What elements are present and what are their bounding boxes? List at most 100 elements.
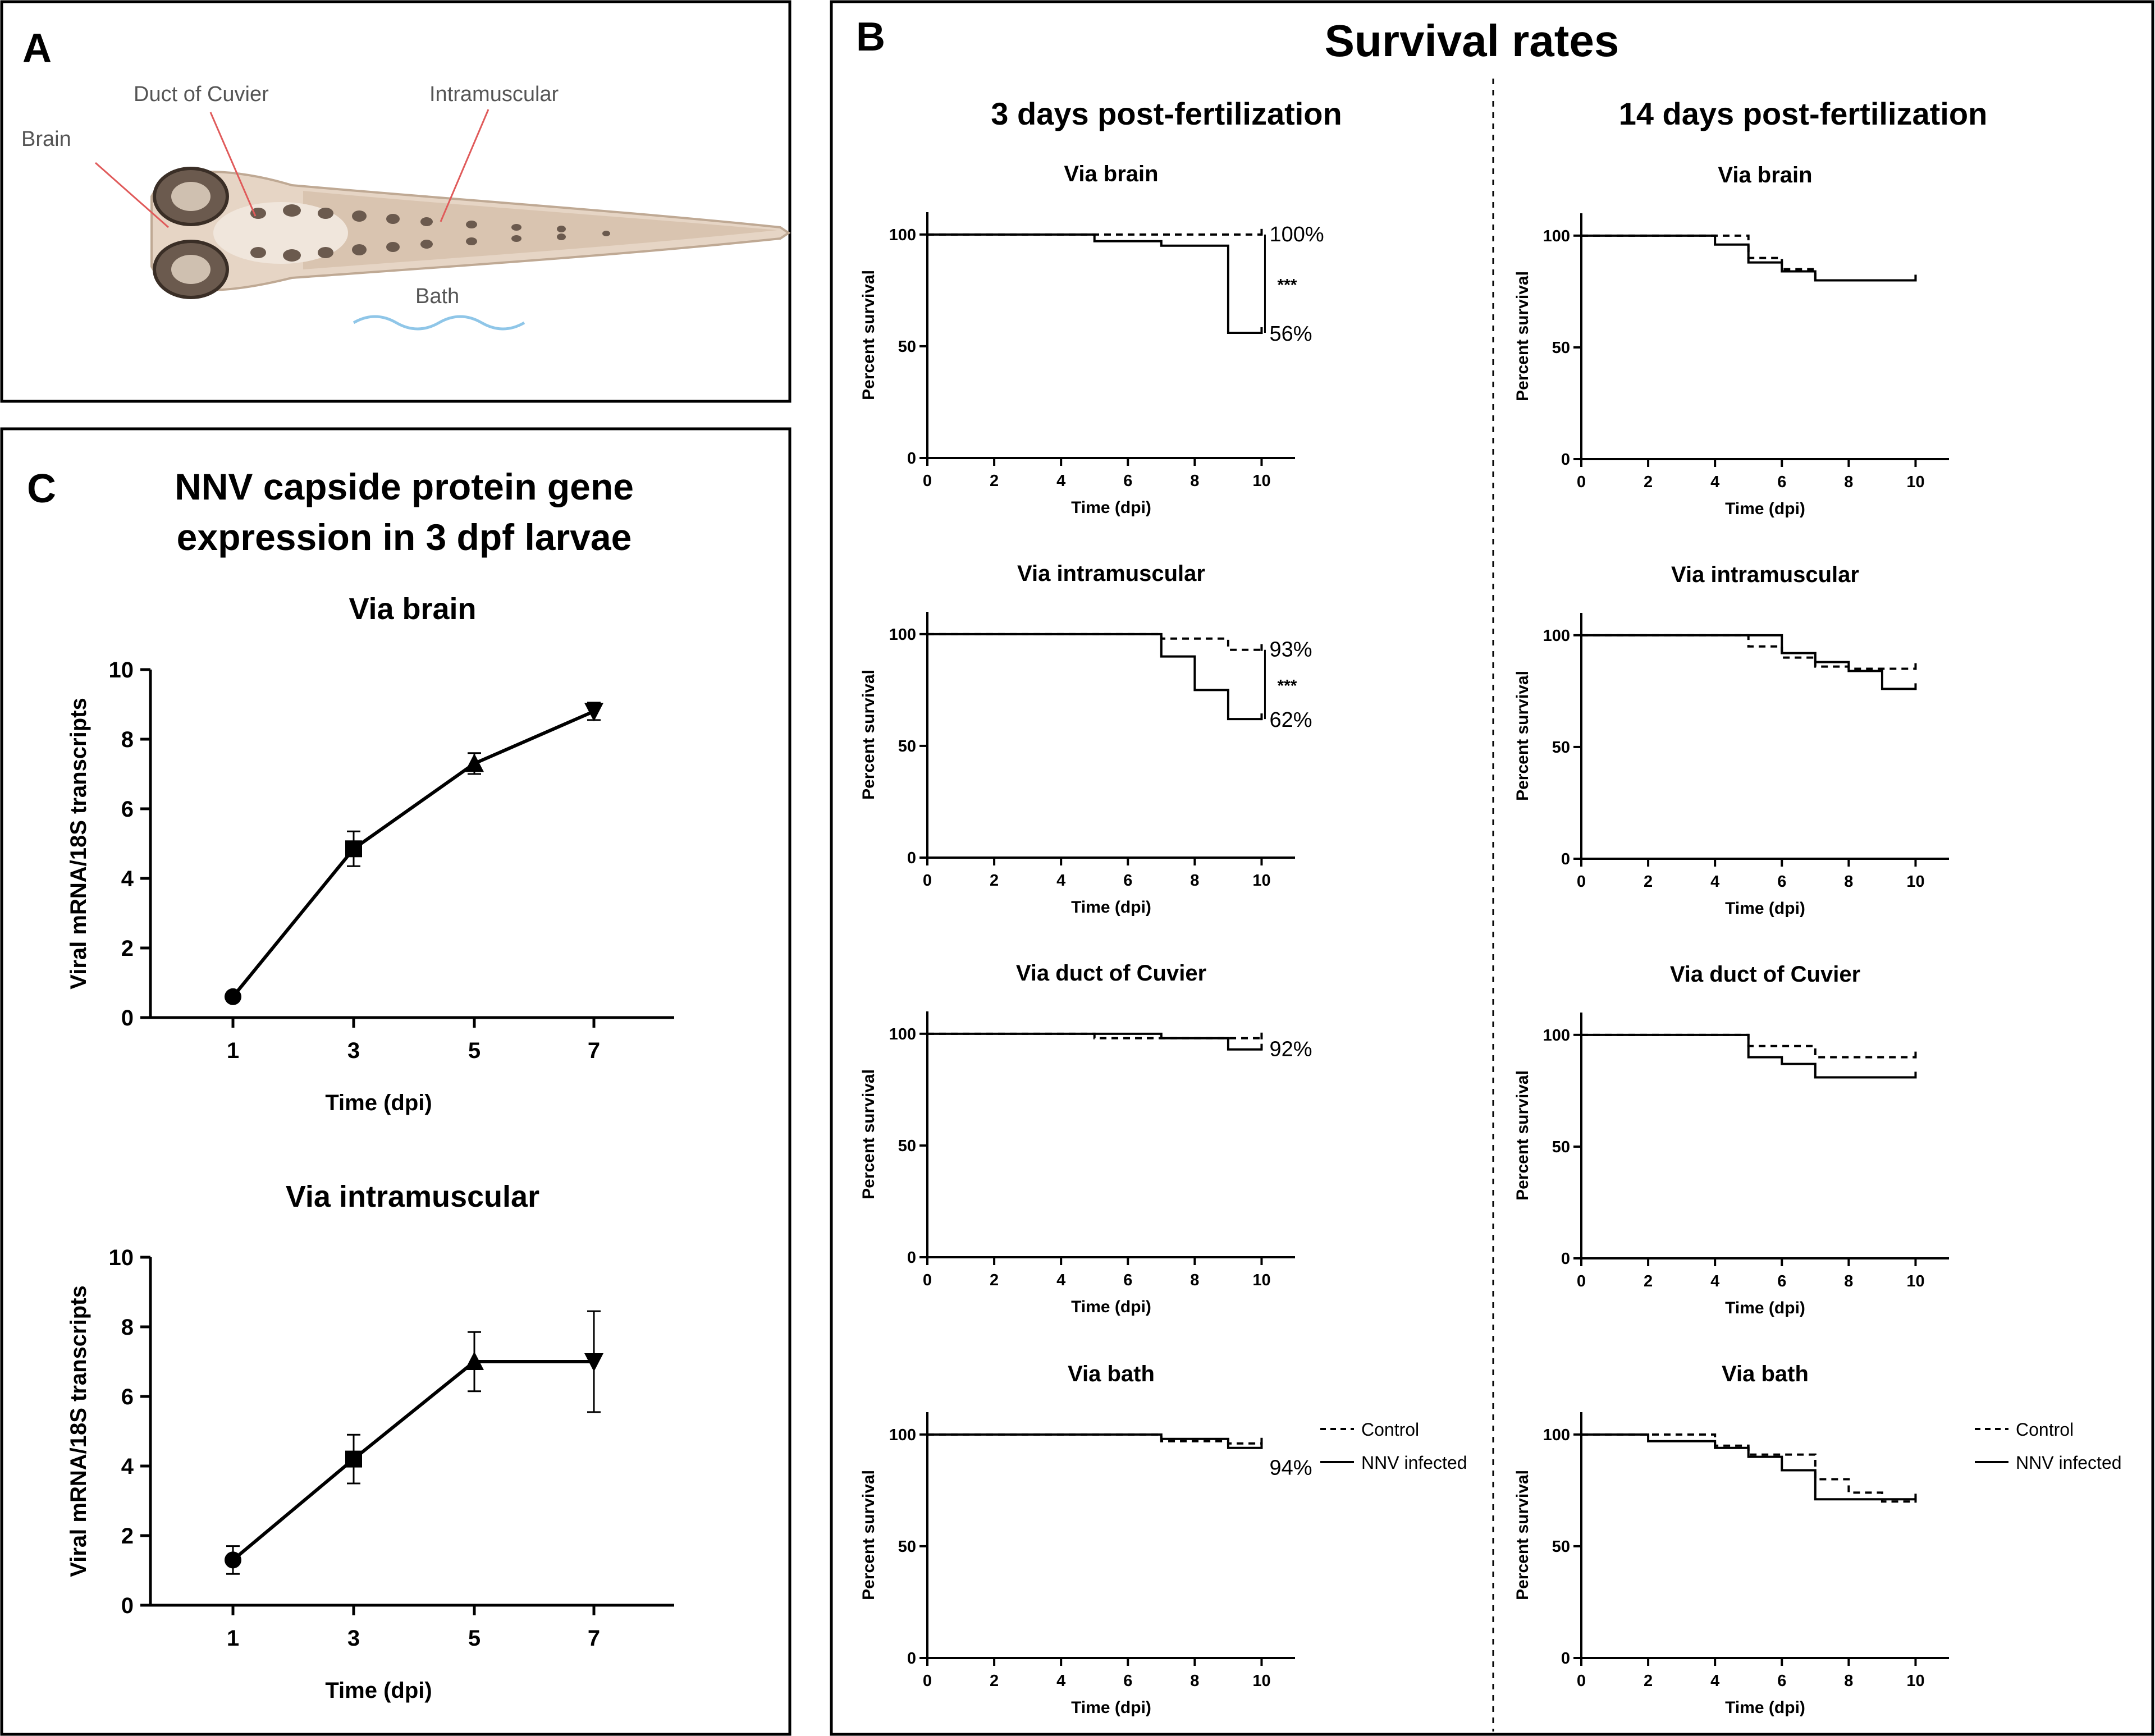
annotation-top: 93% xyxy=(1269,638,1312,662)
fish-pigment-spots xyxy=(250,204,610,262)
series-control xyxy=(1581,1433,1916,1503)
x-axis-label: Time (dpi) xyxy=(1071,898,1151,917)
x-tick-label: 6 xyxy=(1123,1271,1132,1289)
x-tick-label: 5 xyxy=(468,1626,481,1651)
x-tick-label: 4 xyxy=(1710,873,1719,891)
y-tick-label: 0 xyxy=(1561,1650,1570,1668)
panel-b-label: B xyxy=(856,15,885,59)
y-tick-label: 50 xyxy=(1552,739,1570,757)
x-tick-label: 1 xyxy=(227,1038,239,1063)
annotation-top: 100% xyxy=(1269,223,1324,246)
survival-plot-b-3dpf-im: Via intramuscular 0 50 100 0 2 4 6 8 10 Time (dpi)… xyxy=(859,561,1312,917)
plot-title: Via bath xyxy=(1068,1362,1155,1386)
pointer-intramuscular xyxy=(440,109,489,222)
x-tick-label: 0 xyxy=(923,472,932,490)
marker-square xyxy=(345,840,362,858)
series-infected xyxy=(1581,1433,1916,1501)
injection-pointers xyxy=(95,109,489,228)
zebrafish-larva-illustration xyxy=(150,167,791,299)
x-tick-label: 4 xyxy=(1056,1672,1065,1690)
x-tick-label: 10 xyxy=(1906,1672,1924,1690)
x-tick-label: 8 xyxy=(1844,473,1853,491)
y-axis-label: Viral mRNA/18S transcripts xyxy=(66,1285,91,1577)
y-tick-label: 2 xyxy=(121,936,134,961)
y-tick-label: 0 xyxy=(1561,850,1570,868)
plot-title: Via bath xyxy=(1722,1362,1809,1386)
fish-eye-bottom-inner xyxy=(171,255,211,284)
plot-title: Via brain xyxy=(1718,163,1812,187)
bath-wave-icon xyxy=(353,315,525,331)
y-axis-label: Percent survival xyxy=(1513,271,1532,401)
y-tick-label: 0 xyxy=(907,450,916,468)
x-tick-label: 10 xyxy=(1252,1271,1270,1289)
survival-plot-b-3dpf-brain: Via brain 0 50 100 0 2 4 6 8 10 Time (dpi) Percent … xyxy=(859,162,1324,517)
y-tick-label: 0 xyxy=(907,1249,916,1267)
x-tick-label: 2 xyxy=(1644,1672,1653,1690)
x-tick-label: 2 xyxy=(990,472,999,490)
x-axis-label: Time (dpi) xyxy=(1071,1698,1151,1717)
x-tick-label: 10 xyxy=(1906,1272,1924,1290)
survival-plot-b-14dpf-im: Via intramuscular 0 50 100 0 2 4 6 8 10 Time (dpi)… xyxy=(1513,562,1949,918)
x-tick-label: 0 xyxy=(923,1271,932,1289)
x-tick-label: 7 xyxy=(588,1626,600,1651)
x-tick-label: 8 xyxy=(1844,873,1853,891)
legend-top: Control NNV infected xyxy=(1320,1419,1467,1473)
x-tick-label: 6 xyxy=(1123,472,1132,490)
x-tick-label: 8 xyxy=(1190,1271,1199,1289)
y-tick-label: 10 xyxy=(109,658,134,683)
panel-b: B Survival rates 3 days post-fertilizati… xyxy=(830,0,2154,1736)
pointer-brain xyxy=(95,162,169,228)
y-tick-label: 100 xyxy=(1543,1426,1570,1444)
panel-a: A xyxy=(0,0,791,403)
y-tick-label: 6 xyxy=(121,797,134,822)
y-tick-label: 50 xyxy=(1552,339,1570,357)
x-tick-label: 10 xyxy=(1252,1672,1270,1690)
x-tick-label: 8 xyxy=(1844,1672,1853,1690)
survival-plot-b-14dpf-duct: Via duct of Cuvier 0 50 100 0 2 4 6 8 10 Time (dpi… xyxy=(1513,962,1949,1317)
annotation-bottom: 56% xyxy=(1269,322,1312,346)
series-control xyxy=(1581,634,1916,670)
label-bath: Bath xyxy=(415,285,459,308)
series-control xyxy=(1581,1033,1916,1059)
y-tick-label: 100 xyxy=(1543,1027,1570,1045)
y-tick-label: 100 xyxy=(889,226,916,244)
x-tick-label: 10 xyxy=(1252,872,1270,890)
y-axis-label: Percent survival xyxy=(1513,1070,1532,1201)
x-tick-label: 0 xyxy=(1577,1672,1586,1690)
x-tick-label: 4 xyxy=(1710,1272,1719,1290)
fish-eye-top-inner xyxy=(171,182,211,211)
significance-stars: *** xyxy=(1277,276,1297,294)
y-tick-label: 2 xyxy=(121,1524,134,1549)
x-tick-label: 0 xyxy=(923,1672,932,1690)
x-tick-label: 7 xyxy=(588,1038,600,1063)
series-infected xyxy=(1581,634,1916,690)
panel-b-title: Survival rates xyxy=(1325,16,1619,66)
marker-triangle-up xyxy=(465,753,484,772)
x-tick-label: 4 xyxy=(1056,1271,1065,1289)
label-intramuscular: Intramuscular xyxy=(429,83,559,106)
y-tick-label: 4 xyxy=(121,867,134,891)
x-axis-label: Time (dpi) xyxy=(1071,498,1151,517)
x-tick-label: 0 xyxy=(923,872,932,890)
y-tick-label: 100 xyxy=(1543,627,1570,645)
y-axis-label: Percent survival xyxy=(859,670,878,800)
y-tick-label: 100 xyxy=(889,626,916,644)
marker-triangle-down xyxy=(584,703,603,722)
panel-c: C NNV capside protein gene expression in… xyxy=(0,427,791,1736)
annotation-bottom: 94% xyxy=(1269,1456,1312,1480)
y-tick-label: 8 xyxy=(121,727,134,752)
x-axis-label: Time (dpi) xyxy=(1725,500,1805,518)
marker-circle xyxy=(225,988,241,1005)
y-axis-label: Percent survival xyxy=(1513,1470,1532,1600)
panel-c-title-line2: expression in 3 dpf larvae xyxy=(177,516,632,558)
y-tick-label: 4 xyxy=(121,1454,134,1479)
panel-c-frame xyxy=(0,427,791,1736)
x-tick-label: 10 xyxy=(1906,873,1924,891)
y-axis-label: Percent survival xyxy=(1513,671,1532,801)
y-axis-label: Percent survival xyxy=(859,1069,878,1199)
x-tick-label: 6 xyxy=(1777,1672,1786,1690)
panel-a-label: A xyxy=(22,26,52,71)
